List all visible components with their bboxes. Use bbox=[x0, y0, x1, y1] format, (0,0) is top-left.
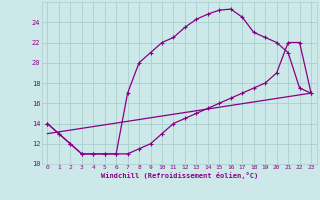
X-axis label: Windchill (Refroidissement éolien,°C): Windchill (Refroidissement éolien,°C) bbox=[100, 172, 258, 179]
